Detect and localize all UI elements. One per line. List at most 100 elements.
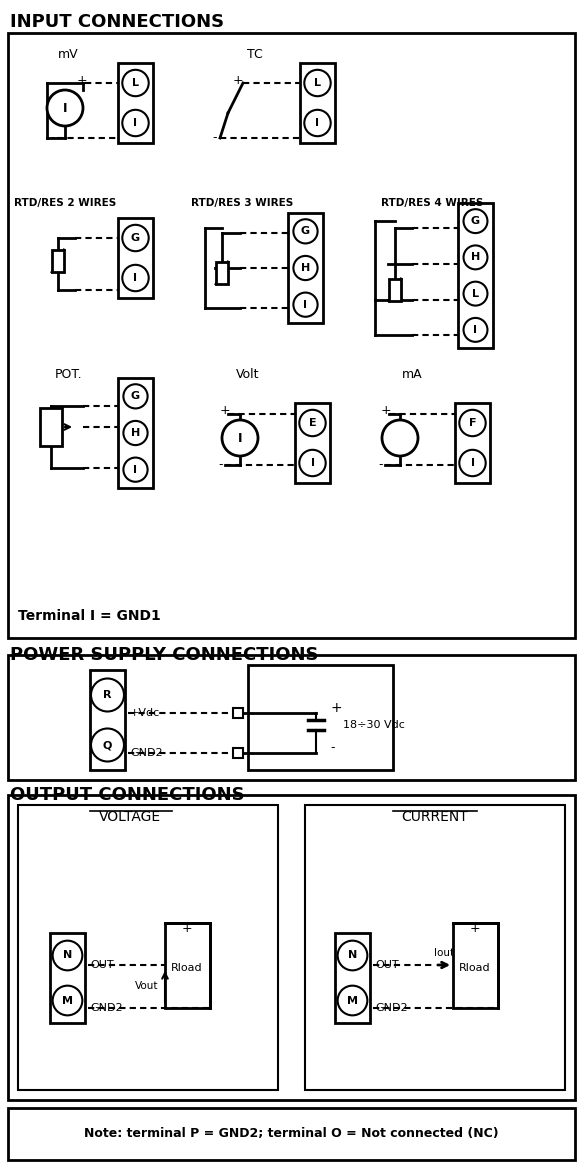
Circle shape [47, 90, 83, 126]
Circle shape [463, 318, 487, 342]
Text: VOLTAGE: VOLTAGE [99, 809, 161, 823]
Text: I: I [238, 431, 243, 445]
Text: Vout: Vout [135, 981, 158, 990]
Text: G: G [131, 232, 140, 243]
Text: L: L [472, 288, 479, 299]
Text: Note: terminal P = GND2; terminal O = Not connected (NC): Note: terminal P = GND2; terminal O = No… [84, 1127, 498, 1140]
FancyBboxPatch shape [118, 378, 153, 488]
Circle shape [338, 940, 367, 971]
Text: I: I [134, 118, 138, 128]
Text: OUTPUT CONNECTIONS: OUTPUT CONNECTIONS [10, 786, 245, 804]
FancyBboxPatch shape [8, 655, 575, 780]
Circle shape [293, 256, 318, 280]
FancyBboxPatch shape [90, 670, 125, 770]
FancyBboxPatch shape [18, 805, 278, 1090]
Text: Rload: Rload [171, 962, 203, 973]
Text: I: I [63, 102, 67, 114]
Text: POT.: POT. [55, 368, 83, 381]
Text: GND2: GND2 [130, 748, 163, 758]
Text: Iout: Iout [434, 948, 454, 958]
FancyBboxPatch shape [165, 923, 210, 1008]
Text: RTD/RES 3 WIRES: RTD/RES 3 WIRES [191, 199, 293, 208]
Text: G: G [471, 216, 480, 227]
Circle shape [304, 110, 331, 137]
FancyBboxPatch shape [233, 708, 243, 718]
Text: OUT: OUT [375, 960, 399, 969]
Circle shape [463, 245, 487, 270]
Text: Volt: Volt [236, 368, 260, 381]
Circle shape [304, 70, 331, 96]
Circle shape [338, 986, 367, 1015]
Circle shape [299, 450, 326, 477]
FancyBboxPatch shape [248, 665, 393, 770]
Circle shape [293, 220, 318, 243]
FancyBboxPatch shape [8, 1108, 575, 1160]
Text: H: H [301, 263, 310, 273]
Text: CURRENT: CURRENT [402, 809, 468, 823]
Text: M: M [347, 995, 358, 1006]
Text: +: + [470, 922, 480, 934]
Circle shape [122, 265, 149, 291]
Text: -: - [330, 742, 335, 755]
FancyBboxPatch shape [233, 748, 243, 758]
FancyBboxPatch shape [455, 403, 490, 484]
FancyBboxPatch shape [458, 203, 493, 348]
Text: TC: TC [247, 48, 263, 61]
Text: Q: Q [103, 741, 112, 750]
Circle shape [124, 458, 147, 481]
Text: -: - [213, 132, 217, 145]
Text: -: - [379, 459, 383, 472]
Circle shape [124, 420, 147, 445]
Text: RTD/RES 4 WIRES: RTD/RES 4 WIRES [381, 199, 483, 208]
Circle shape [122, 70, 149, 96]
Circle shape [382, 420, 418, 456]
Text: H: H [471, 252, 480, 263]
Text: GND2: GND2 [375, 1003, 408, 1013]
FancyBboxPatch shape [300, 63, 335, 142]
Circle shape [463, 209, 487, 234]
Text: INPUT CONNECTIONS: INPUT CONNECTIONS [10, 13, 224, 32]
Text: RTD/RES 2 WIRES: RTD/RES 2 WIRES [14, 199, 116, 208]
FancyBboxPatch shape [288, 213, 323, 324]
Circle shape [122, 224, 149, 251]
Circle shape [91, 679, 124, 711]
FancyBboxPatch shape [118, 63, 153, 142]
Text: G: G [301, 227, 310, 236]
Text: G: G [131, 391, 140, 402]
Circle shape [299, 410, 326, 436]
FancyBboxPatch shape [50, 933, 85, 1023]
Text: I: I [134, 465, 138, 474]
Text: I: I [470, 458, 475, 468]
Text: OUT: OUT [90, 960, 114, 969]
FancyBboxPatch shape [305, 805, 565, 1090]
Text: -: - [51, 132, 55, 145]
Circle shape [222, 420, 258, 456]
Circle shape [459, 410, 486, 436]
Text: I: I [134, 273, 138, 283]
FancyBboxPatch shape [389, 279, 401, 301]
FancyBboxPatch shape [295, 403, 330, 484]
FancyBboxPatch shape [8, 33, 575, 638]
Circle shape [52, 940, 82, 971]
Text: I: I [315, 118, 319, 128]
Circle shape [91, 729, 124, 762]
FancyBboxPatch shape [216, 262, 228, 284]
FancyBboxPatch shape [118, 218, 153, 298]
Text: I: I [304, 300, 307, 310]
Text: mA: mA [402, 368, 423, 381]
FancyBboxPatch shape [453, 923, 498, 1008]
Text: +: + [330, 701, 342, 715]
Text: I: I [473, 325, 477, 335]
Text: E: E [308, 418, 317, 427]
Circle shape [463, 281, 487, 306]
Text: N: N [348, 951, 357, 960]
Text: +Vdc: +Vdc [130, 708, 160, 718]
Text: +: + [182, 922, 192, 934]
Text: Terminal I = GND1: Terminal I = GND1 [18, 609, 161, 623]
Text: +: + [233, 74, 243, 86]
FancyBboxPatch shape [52, 250, 64, 272]
Text: M: M [62, 995, 73, 1006]
FancyBboxPatch shape [40, 408, 62, 446]
Circle shape [293, 292, 318, 317]
Text: POWER SUPPLY CONNECTIONS: POWER SUPPLY CONNECTIONS [10, 646, 318, 663]
